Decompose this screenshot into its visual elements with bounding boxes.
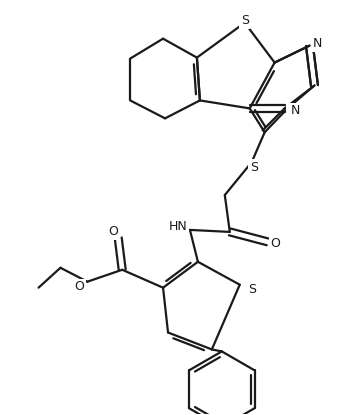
Text: S: S	[250, 161, 258, 173]
Text: N: N	[291, 104, 300, 117]
Text: N: N	[288, 104, 297, 117]
Text: HN: HN	[168, 220, 187, 233]
Text: S: S	[248, 283, 256, 296]
Text: S: S	[241, 14, 249, 27]
Text: N: N	[313, 37, 322, 50]
Text: O: O	[74, 280, 84, 293]
Text: N: N	[313, 37, 322, 50]
Text: O: O	[108, 225, 118, 238]
Text: O: O	[271, 237, 280, 250]
